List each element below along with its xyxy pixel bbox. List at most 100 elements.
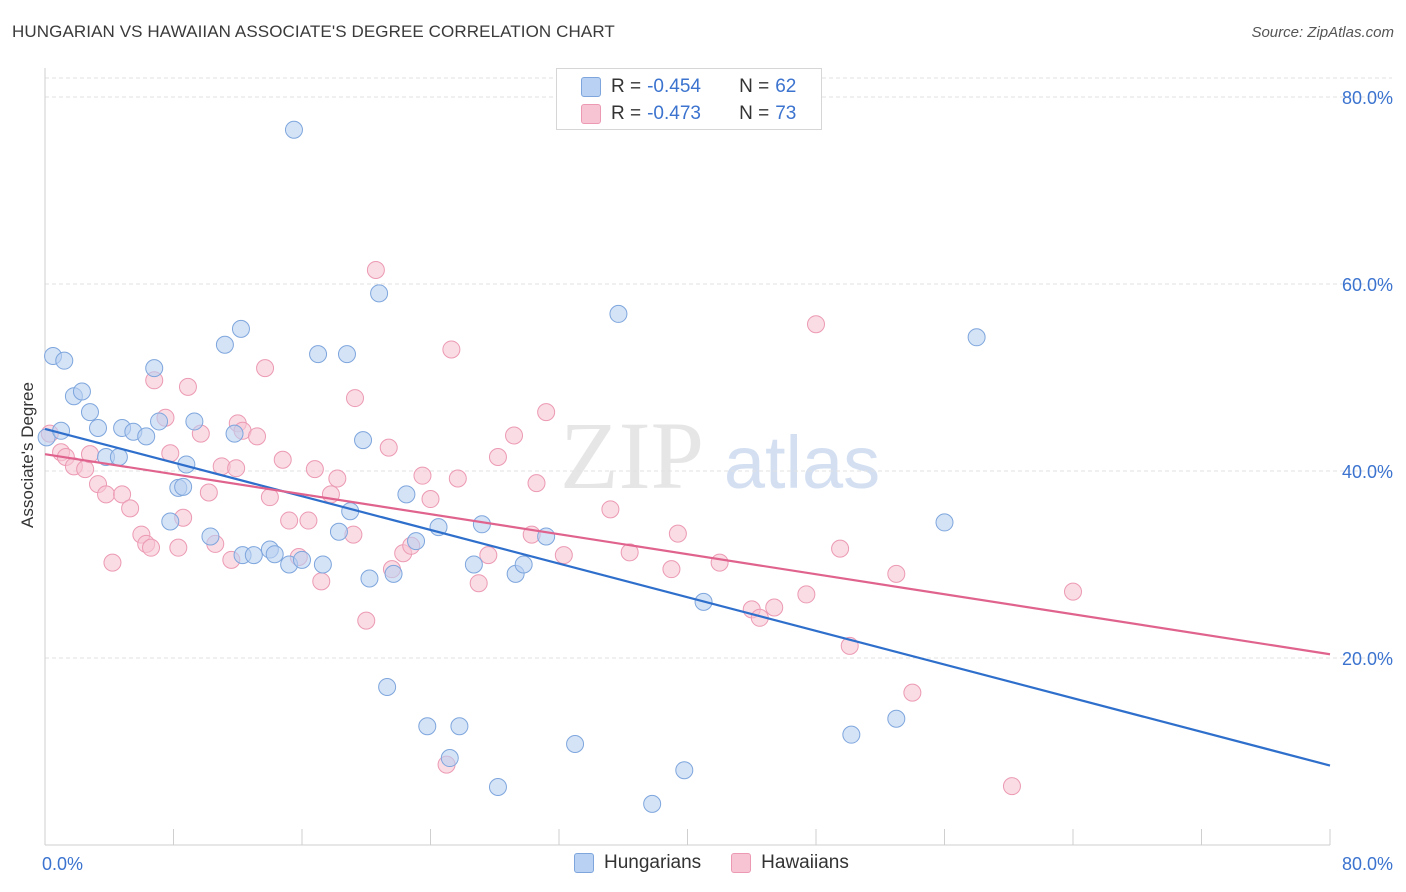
hawaiians-point <box>346 389 365 408</box>
hungarians-point <box>72 382 91 401</box>
hawaiians-point <box>554 546 573 565</box>
hawaiians-point <box>312 572 331 591</box>
watermark: ZIP atlas <box>560 402 880 509</box>
y-tick-label: 40.0% <box>1342 462 1393 482</box>
legend-label: Hungarians <box>604 852 702 873</box>
tick-labels: 20.0% 40.0% 60.0% 80.0% 0.0% 80.0% <box>42 88 1393 874</box>
hawaiians-point <box>710 553 729 572</box>
hungarians-point <box>185 412 204 431</box>
n-value: 73 <box>775 103 797 124</box>
hungarians-point <box>397 485 416 504</box>
hungarians-point <box>201 527 220 546</box>
y-tick-label: 20.0% <box>1342 649 1393 669</box>
hawaiians-point <box>379 438 398 457</box>
hungarians-point <box>293 550 311 569</box>
hungarians-point <box>675 761 694 780</box>
hawaiians-point <box>273 450 292 469</box>
source-label: Source: ZipAtlas.com <box>1251 24 1394 41</box>
hawaiians-point <box>903 683 922 702</box>
hungarians-point <box>174 477 193 496</box>
hungarians-point <box>244 546 263 565</box>
hungarians-point <box>80 403 99 422</box>
chart-title: HUNGARIAN VS HAWAIIAN ASSOCIATE'S DEGREE… <box>12 22 615 41</box>
hungarians-point <box>887 709 906 728</box>
hungarians-point <box>472 515 491 534</box>
hawaiians-point <box>488 447 507 466</box>
hawaiians-swatch <box>581 104 601 124</box>
hawaiians-point <box>260 488 279 507</box>
hungarians-point <box>407 532 426 551</box>
hungarians-point <box>137 427 156 446</box>
hawaiians-point <box>797 585 816 604</box>
hungarians-point <box>89 418 108 437</box>
hawaiians-point <box>620 543 639 562</box>
hawaiians-point <box>357 611 376 630</box>
hawaiians-trend-line <box>44 453 1331 656</box>
hungarians-point <box>514 555 533 574</box>
r-label: R = <box>611 76 642 97</box>
watermark-zip: ZIP <box>560 402 704 509</box>
hungarians-point <box>265 545 284 564</box>
hungarians-trend-line <box>44 427 1331 767</box>
hawaiians-point <box>1064 582 1082 601</box>
hungarians-swatch <box>581 77 601 97</box>
y-tick-label: 80.0% <box>1342 88 1393 108</box>
hawaiians-point <box>421 490 440 509</box>
hawaiians-point <box>366 260 385 279</box>
hawaiians-point <box>831 539 850 558</box>
hawaiians-point <box>442 340 461 359</box>
hungarians-point <box>450 717 469 736</box>
hungarians-point <box>440 749 459 768</box>
hawaiians-point <box>1002 777 1021 796</box>
hungarians-point <box>354 431 373 450</box>
hawaiians-point <box>256 359 275 378</box>
hawaiians-point <box>280 511 299 530</box>
hawaiians-point <box>248 427 267 446</box>
x-tick-label: 80.0% <box>1342 854 1393 874</box>
correlation-legend: R = -0.454 N = 62 R = -0.473 N = 73 <box>556 68 822 130</box>
hawaiians-point <box>299 511 318 530</box>
watermark-atlas: atlas <box>724 421 880 504</box>
series-legend: Hungarians Hawaiians <box>574 852 879 874</box>
hawaiians-point <box>76 460 95 479</box>
hawaiians-point <box>199 483 218 502</box>
legend-item-hungarians[interactable]: Hungarians <box>574 852 701 874</box>
hungarians-point <box>225 424 244 443</box>
legend-row-hawaiians: R = -0.473 N = 73 <box>581 101 796 127</box>
hungarians-point <box>309 345 328 364</box>
legend-label: Hawaiians <box>761 852 849 873</box>
hungarians-point <box>161 512 180 531</box>
hawaiians-point <box>807 315 825 334</box>
hawaiians-point <box>469 574 488 593</box>
y-axis-label: Associate's Degree <box>18 382 37 528</box>
hungarians-point <box>566 735 585 754</box>
hawaiians-series <box>40 260 1082 796</box>
hawaiians-point <box>169 538 188 557</box>
hawaiians-point <box>328 469 347 488</box>
hawaiians-point <box>121 499 140 518</box>
hungarians-point <box>384 564 403 583</box>
hungarians-point <box>231 319 250 338</box>
hawaiians-point <box>662 560 681 579</box>
legend-item-hawaiians[interactable]: Hawaiians <box>731 852 849 874</box>
hawaiians-point <box>142 538 161 557</box>
y-tick-label: 60.0% <box>1342 275 1393 295</box>
hungarians-point <box>55 351 74 370</box>
hawaiians-point <box>97 485 116 504</box>
hawaiians-point <box>505 426 524 445</box>
hawaiians-point <box>103 553 122 572</box>
hungarians-point <box>842 725 861 744</box>
axes <box>44 68 1331 846</box>
hungarians-point <box>313 555 332 574</box>
hawaiians-swatch <box>731 853 752 873</box>
hawaiians-point <box>601 500 620 519</box>
hungarians-point <box>145 359 164 378</box>
hungarians-point <box>329 522 348 541</box>
hawaiians-point <box>668 524 687 543</box>
trend-lines <box>44 427 1331 767</box>
hawaiians-point <box>537 403 556 422</box>
hungarians-point <box>418 717 437 736</box>
hungarians-point <box>488 778 507 797</box>
legend-row-hungarians: R = -0.454 N = 62 <box>581 74 796 100</box>
